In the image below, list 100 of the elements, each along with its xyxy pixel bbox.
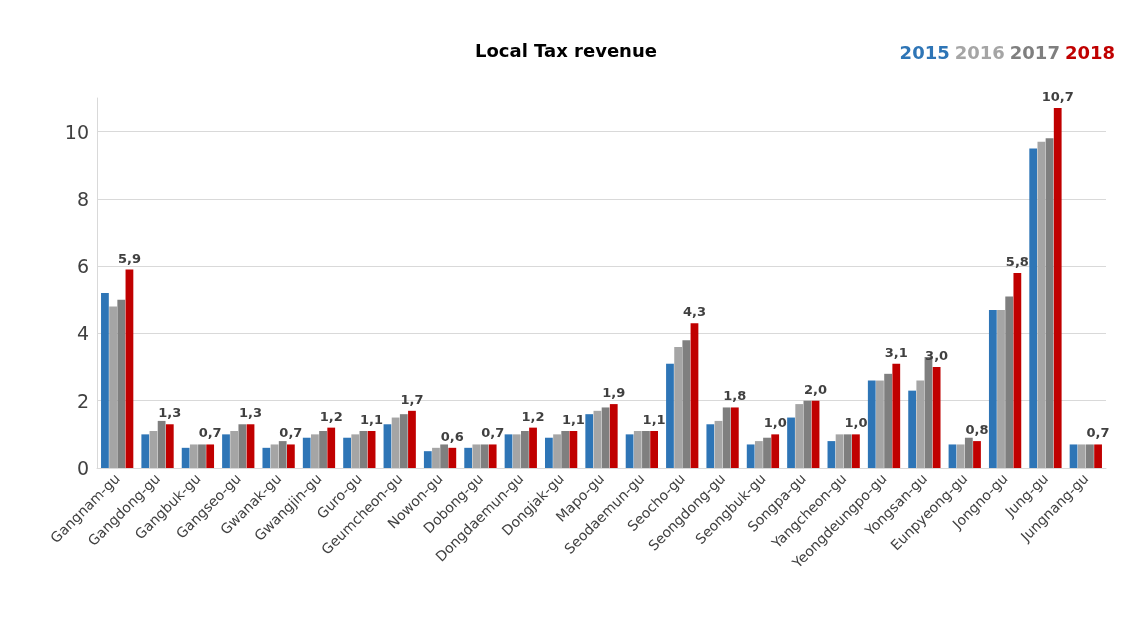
data-label: 0,7 <box>279 425 303 441</box>
bar <box>383 424 392 468</box>
bar <box>238 424 247 468</box>
data-label: 1,3 <box>239 405 263 421</box>
bar <box>391 417 400 468</box>
bar <box>553 434 561 468</box>
bar <box>181 447 190 468</box>
data-label: 1,1 <box>360 412 384 427</box>
data-label: 0,7 <box>198 425 222 441</box>
bar <box>867 380 876 468</box>
bar <box>408 410 416 468</box>
bar <box>932 367 941 468</box>
bar <box>650 431 658 468</box>
bar <box>876 380 884 468</box>
bar <box>593 410 602 468</box>
bar <box>569 431 578 468</box>
bar <box>633 431 642 468</box>
bar <box>1086 444 1094 468</box>
bar <box>423 451 432 468</box>
bar <box>771 434 780 468</box>
bar <box>319 431 327 468</box>
bar <box>448 447 457 468</box>
bar <box>666 363 674 468</box>
bar <box>512 434 521 468</box>
bar <box>811 400 820 468</box>
bar <box>109 306 117 468</box>
bar <box>529 427 537 468</box>
bar <box>1045 138 1054 468</box>
data-label: 1,8 <box>723 388 747 404</box>
bar <box>706 424 715 468</box>
bar <box>1069 444 1078 468</box>
data-label: 5,9 <box>117 250 141 266</box>
bar <box>690 323 699 468</box>
text: 2015 <box>899 41 950 63</box>
bar <box>585 414 594 468</box>
data-label: 1,2 <box>319 408 343 424</box>
bar <box>472 444 481 468</box>
bar <box>1005 296 1014 468</box>
bar <box>827 441 836 468</box>
text: 2017 <box>1009 41 1060 63</box>
bar <box>520 431 529 468</box>
bar <box>754 441 763 468</box>
data-label: 0,7 <box>1086 425 1110 441</box>
bar <box>149 431 158 468</box>
bar <box>1037 141 1046 468</box>
bar <box>189 444 198 468</box>
bar <box>1029 148 1038 468</box>
bar <box>852 434 860 468</box>
y-tick-label: 8 <box>76 187 89 210</box>
y-tick-label: 6 <box>76 255 89 278</box>
bar <box>440 444 449 468</box>
bar <box>908 390 917 468</box>
bar <box>730 407 739 468</box>
bar <box>1053 108 1062 468</box>
data-label: 5,8 <box>1005 253 1029 269</box>
bar <box>964 437 973 468</box>
bar <box>561 431 570 468</box>
bar <box>327 427 336 468</box>
bar <box>504 434 513 468</box>
bar <box>222 434 230 468</box>
bar <box>795 404 804 468</box>
bar <box>956 444 965 468</box>
bar <box>286 444 295 468</box>
bar <box>835 434 844 468</box>
bar <box>545 437 553 468</box>
data-label: 3,1 <box>884 344 908 360</box>
bar <box>674 346 683 468</box>
data-label: 1,2 <box>521 408 545 424</box>
bar <box>480 444 489 468</box>
bar <box>278 441 287 468</box>
data-label: 1,7 <box>400 391 424 407</box>
bar <box>141 434 150 468</box>
bar <box>125 269 134 468</box>
bar <box>246 424 255 468</box>
bar <box>464 447 473 468</box>
chart-title: Local Tax revenue <box>475 39 657 61</box>
bar <box>682 340 691 468</box>
bar <box>601 407 610 468</box>
bar <box>625 434 634 468</box>
data-label: 1,0 <box>763 415 787 431</box>
bar <box>997 309 1005 468</box>
data-label: 1,9 <box>602 385 626 401</box>
bar <box>763 437 771 468</box>
data-label: 1,0 <box>844 415 868 431</box>
bar <box>399 414 408 468</box>
bar <box>609 404 618 468</box>
bar <box>803 400 812 468</box>
data-label: 0,8 <box>965 422 989 438</box>
bar <box>165 424 174 468</box>
bar <box>916 380 925 468</box>
bar <box>488 444 497 468</box>
bar <box>302 437 311 468</box>
bar <box>343 437 351 468</box>
bar <box>1013 272 1022 468</box>
bar <box>432 447 440 468</box>
data-label: 1,3 <box>158 405 182 421</box>
bar <box>892 363 901 468</box>
bar <box>262 447 271 468</box>
bar <box>973 441 981 468</box>
bar <box>988 309 997 468</box>
